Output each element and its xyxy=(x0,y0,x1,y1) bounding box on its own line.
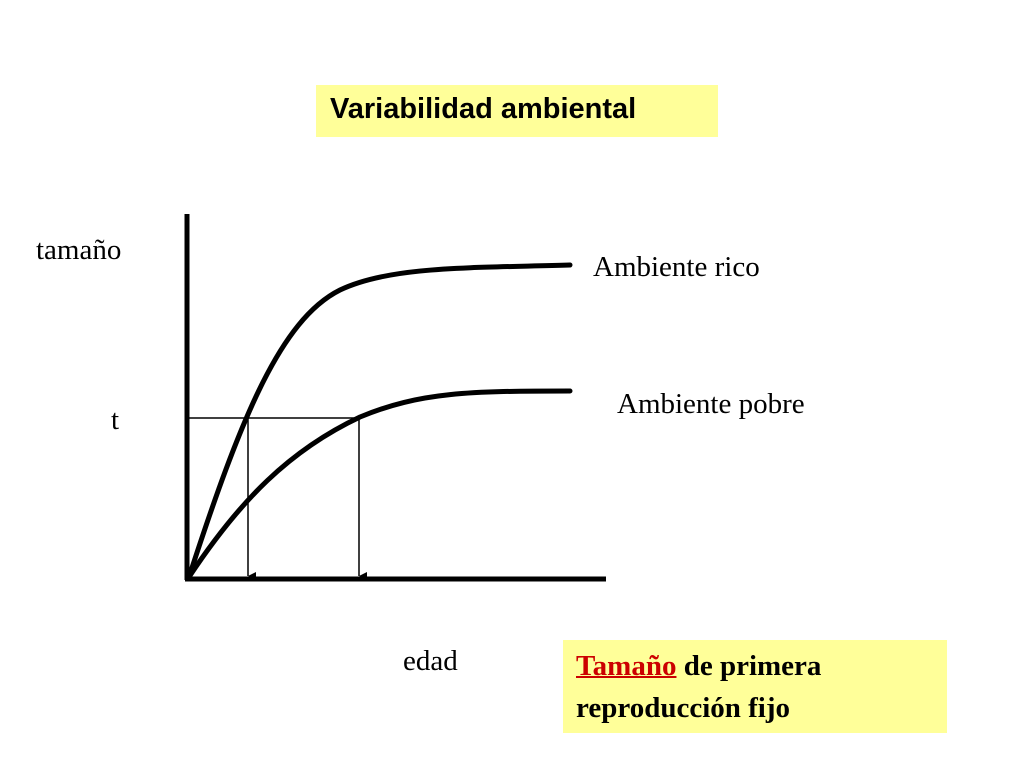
curve-rich xyxy=(186,262,573,580)
curve-poor-label: Ambiente pobre xyxy=(617,388,805,420)
note-line-1: Tamaño de primera xyxy=(576,650,821,683)
curve-poor xyxy=(186,388,573,580)
note-highlight: Tamaño xyxy=(576,650,677,682)
threshold-label: t xyxy=(111,404,120,436)
note-box: Tamaño de primera reproducción fijo xyxy=(563,640,947,733)
x-axis-label: edad xyxy=(403,645,458,677)
note-line-1-rest: de primera xyxy=(676,650,822,682)
note-line-2: reproducción fijo xyxy=(576,692,791,724)
title-box: Variabilidad ambiental xyxy=(316,85,718,137)
diagram-title: Variabilidad ambiental xyxy=(330,93,637,125)
y-axis-label: tamaño xyxy=(36,234,122,266)
curve-rich-label: Ambiente rico xyxy=(593,251,760,283)
